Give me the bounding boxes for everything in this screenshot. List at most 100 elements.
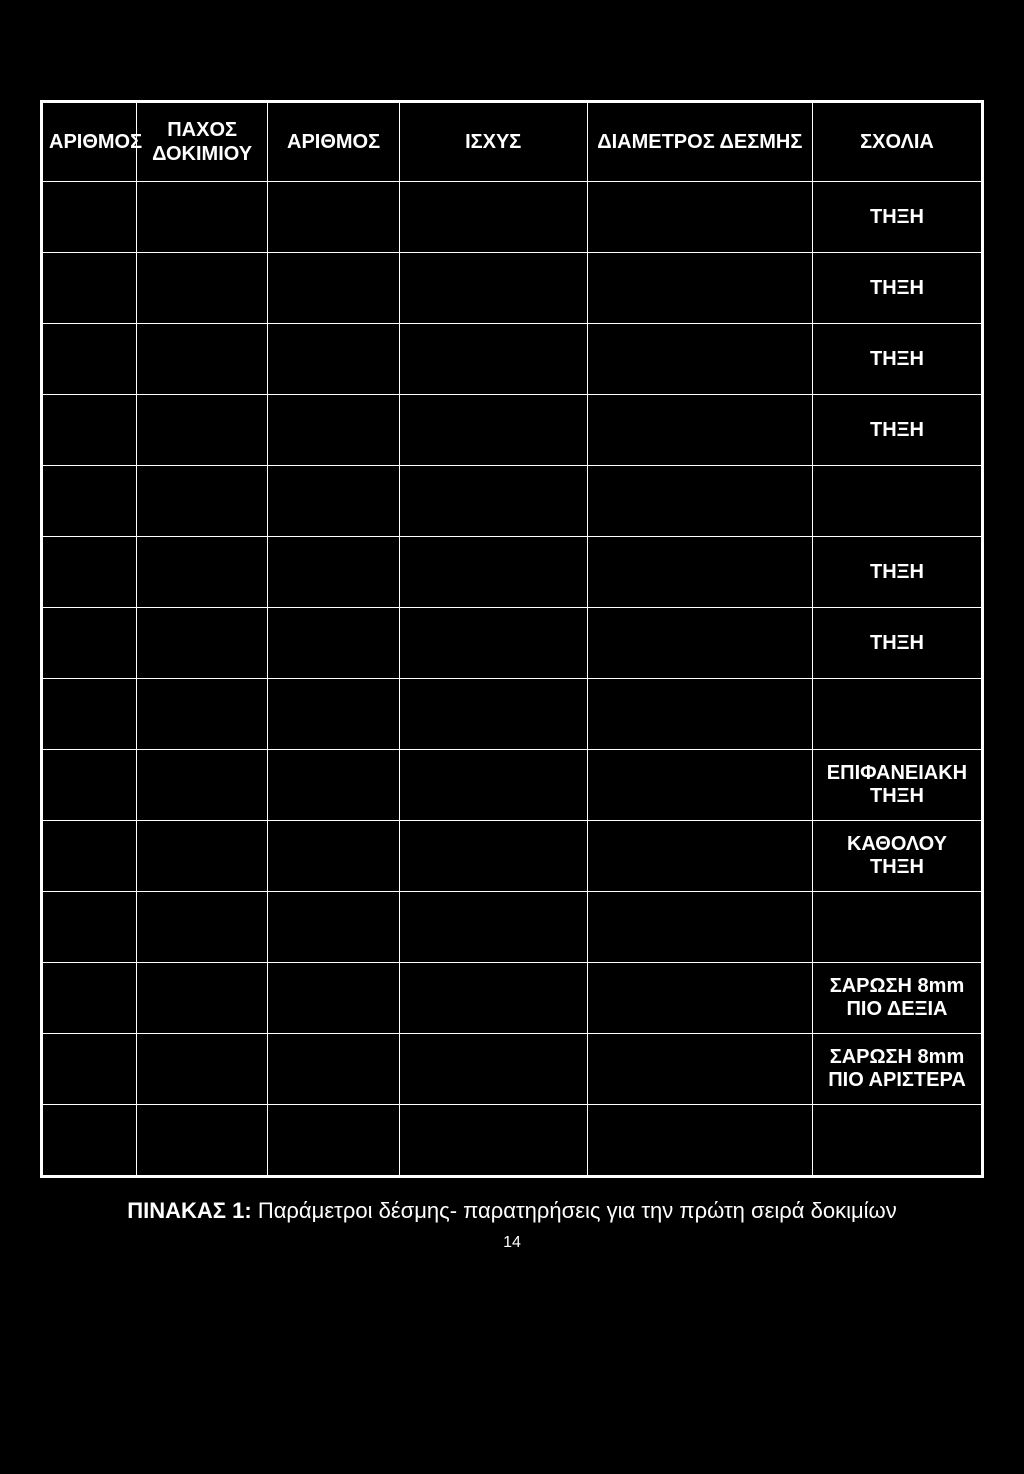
- table-cell: [43, 537, 137, 608]
- table-cell: [587, 892, 812, 963]
- table-cell: [587, 253, 812, 324]
- table-cell: ΚΑΘΟΛΟΥ ΤΗΞΗ: [812, 821, 981, 892]
- page: ΑΡΙΘΜΟΣ ΠΑΧΟΣ ΔΟΚΙΜΙΟΥ ΑΡΙΘΜΟΣ ΙΣΧΥΣ ΔΙΑ…: [0, 0, 1024, 1474]
- table-cell: [399, 608, 587, 679]
- table-cell: [43, 466, 137, 537]
- table-cell: [136, 750, 267, 821]
- table-row: ΣΑΡΩΣΗ 8mm ΠΙΟ ΔΕΞΙΑ: [43, 963, 982, 1034]
- table-cell: [587, 324, 812, 395]
- table-cell: [268, 1105, 399, 1176]
- table-cell: [136, 892, 267, 963]
- table-row: ΤΗΞΗ: [43, 182, 982, 253]
- col-header: ΑΡΙΘΜΟΣ: [43, 103, 137, 182]
- table-cell: ΤΗΞΗ: [812, 537, 981, 608]
- data-table: ΑΡΙΘΜΟΣ ΠΑΧΟΣ ΔΟΚΙΜΙΟΥ ΑΡΙΘΜΟΣ ΙΣΧΥΣ ΔΙΑ…: [42, 102, 982, 1176]
- table-cell: [136, 1034, 267, 1105]
- col-header: ΑΡΙΘΜΟΣ: [268, 103, 399, 182]
- table-cell: [812, 466, 981, 537]
- table-cell: [399, 466, 587, 537]
- table-row: [43, 892, 982, 963]
- table-cell: [136, 608, 267, 679]
- table-cell: [399, 537, 587, 608]
- table-cell: [43, 821, 137, 892]
- table-row: [43, 466, 982, 537]
- table-cell: [43, 608, 137, 679]
- data-table-container: ΑΡΙΘΜΟΣ ΠΑΧΟΣ ΔΟΚΙΜΙΟΥ ΑΡΙΘΜΟΣ ΙΣΧΥΣ ΔΙΑ…: [40, 100, 984, 1178]
- table-cell: [268, 821, 399, 892]
- table-cell: [43, 1034, 137, 1105]
- table-row: [43, 1105, 982, 1176]
- table-cell: [268, 324, 399, 395]
- col-header: ΠΑΧΟΣ ΔΟΚΙΜΙΟΥ: [136, 103, 267, 182]
- table-cell: [43, 750, 137, 821]
- table-cell: [268, 395, 399, 466]
- table-cell: ΕΠΙΦΑΝΕΙΑΚΗ ΤΗΞΗ: [812, 750, 981, 821]
- table-cell: [399, 750, 587, 821]
- table-cell: [587, 608, 812, 679]
- table-cell: [43, 182, 137, 253]
- table-row: ΚΑΘΟΛΟΥ ΤΗΞΗ: [43, 821, 982, 892]
- table-cell: ΤΗΞΗ: [812, 608, 981, 679]
- table-cell: [268, 750, 399, 821]
- table-cell: [268, 892, 399, 963]
- table-cell: [268, 537, 399, 608]
- table-cell: [136, 963, 267, 1034]
- table-cell: [268, 608, 399, 679]
- table-cell: [399, 1105, 587, 1176]
- table-cell: [587, 1034, 812, 1105]
- table-cell: ΣΑΡΩΣΗ 8mm ΠΙΟ ΔΕΞΙΑ: [812, 963, 981, 1034]
- table-cell: [587, 466, 812, 537]
- caption-label: ΠΙΝΑΚΑΣ 1:: [127, 1198, 251, 1223]
- table-cell: [136, 182, 267, 253]
- table-cell: [136, 395, 267, 466]
- table-cell: [268, 1034, 399, 1105]
- table-cell: [268, 679, 399, 750]
- table-cell: [399, 679, 587, 750]
- table-cell: [268, 466, 399, 537]
- table-cell: [136, 679, 267, 750]
- table-cell: ΤΗΞΗ: [812, 324, 981, 395]
- table-cell: [43, 1105, 137, 1176]
- table-cell: [587, 182, 812, 253]
- table-row: ΣΑΡΩΣΗ 8mm ΠΙΟ ΑΡΙΣΤΕΡΑ: [43, 1034, 982, 1105]
- table-row: ΤΗΞΗ: [43, 537, 982, 608]
- table-cell: [399, 963, 587, 1034]
- table-cell: [399, 1034, 587, 1105]
- table-cell: ΤΗΞΗ: [812, 395, 981, 466]
- table-cell: ΤΗΞΗ: [812, 253, 981, 324]
- table-cell: [268, 253, 399, 324]
- table-row: ΕΠΙΦΑΝΕΙΑΚΗ ΤΗΞΗ: [43, 750, 982, 821]
- table-cell: [587, 395, 812, 466]
- table-header-row: ΑΡΙΘΜΟΣ ΠΑΧΟΣ ΔΟΚΙΜΙΟΥ ΑΡΙΘΜΟΣ ΙΣΧΥΣ ΔΙΑ…: [43, 103, 982, 182]
- table-cell: ΤΗΞΗ: [812, 182, 981, 253]
- table-cell: [136, 253, 267, 324]
- table-cell: [812, 1105, 981, 1176]
- table-cell: [399, 253, 587, 324]
- table-cell: [812, 679, 981, 750]
- table-cell: [43, 679, 137, 750]
- col-header: ΣΧΟΛΙΑ: [812, 103, 981, 182]
- table-row: [43, 679, 982, 750]
- table-cell: [136, 1105, 267, 1176]
- table-cell: [136, 821, 267, 892]
- table-cell: [587, 750, 812, 821]
- table-cell: [399, 182, 587, 253]
- table-row: ΤΗΞΗ: [43, 608, 982, 679]
- table-cell: [399, 821, 587, 892]
- table-caption: ΠΙΝΑΚΑΣ 1: Παράμετροι δέσμης- παρατηρήσε…: [40, 1198, 984, 1224]
- table-cell: [268, 182, 399, 253]
- table-cell: [399, 892, 587, 963]
- table-cell: [43, 963, 137, 1034]
- table-cell: [587, 537, 812, 608]
- table-row: ΤΗΞΗ: [43, 395, 982, 466]
- table-cell: [136, 466, 267, 537]
- table-cell: [587, 963, 812, 1034]
- table-cell: ΣΑΡΩΣΗ 8mm ΠΙΟ ΑΡΙΣΤΕΡΑ: [812, 1034, 981, 1105]
- col-header: ΔΙΑΜΕΤΡΟΣ ΔΕΣΜΗΣ: [587, 103, 812, 182]
- table-cell: [812, 892, 981, 963]
- page-number: 14: [40, 1234, 984, 1252]
- table-cell: [43, 253, 137, 324]
- table-cell: [399, 395, 587, 466]
- table-cell: [587, 821, 812, 892]
- table-cell: [587, 1105, 812, 1176]
